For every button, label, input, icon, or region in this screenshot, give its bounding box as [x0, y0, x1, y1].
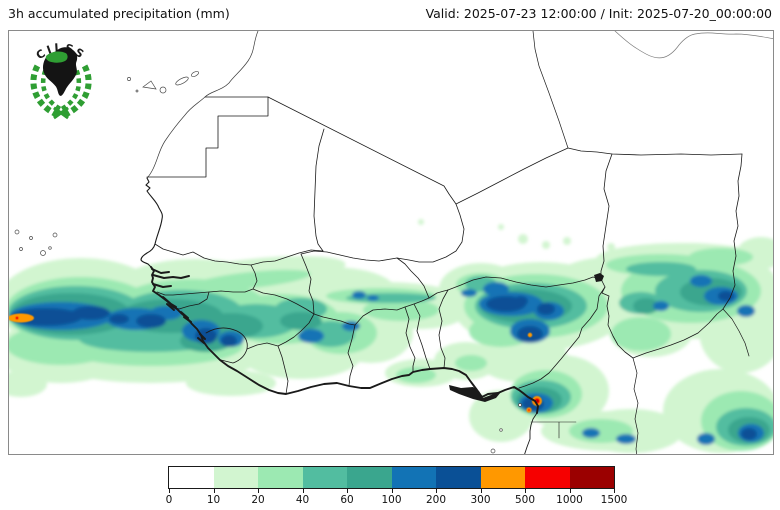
border-liberia-cotedivoire: [277, 345, 289, 395]
country-borders: [140, 31, 773, 454]
cape-verde-islands: [14, 229, 58, 256]
colorbar-tick: [436, 489, 437, 493]
border-cameroon-car: [632, 357, 639, 454]
colorbar-tick: [525, 489, 526, 493]
precip-200-300: [10, 291, 757, 440]
coastline-cameroon-gabon: [524, 412, 538, 454]
coastline-libya: [614, 31, 773, 59]
colorbar-tick: [614, 489, 615, 493]
border-guinea-bissau: [172, 291, 210, 310]
precip-500-1000-spot: [15, 316, 19, 320]
border-nigeria-cameroon: [518, 286, 606, 389]
niger-delta: [449, 385, 501, 402]
cilss-logo: CILSS: [30, 41, 92, 120]
colorbar-cell: [480, 467, 525, 488]
coastline-northwest: [146, 31, 259, 179]
islands: [14, 71, 522, 454]
border-mali-niger: [396, 203, 465, 263]
colorbar-tick: [213, 489, 215, 493]
border-mali-burkina-west: [300, 253, 315, 315]
colorbar-tick: [258, 489, 259, 493]
colorbar-tick-label: 100: [381, 494, 402, 506]
coastline-mauritania-senegal: [140, 177, 163, 268]
colorbar-cell: [391, 467, 436, 488]
precip-extremes: [9, 313, 542, 413]
colorbar-cell: [436, 467, 481, 488]
colorbar-cell: [169, 467, 214, 488]
gulf-islands: [490, 403, 522, 454]
border-car-sudan: [722, 308, 750, 357]
colorbar-tick-label: 1500: [600, 494, 628, 506]
border-algeria-mali: [267, 96, 457, 205]
colorbar-cell: [302, 467, 347, 488]
colorbar-tick-label: 0: [165, 494, 173, 506]
border-mali-cotedivoire: [313, 313, 356, 326]
colorbar-cell: [525, 467, 570, 488]
precipitation-layer: [9, 219, 773, 453]
colorbar-tick-label: 40: [295, 494, 310, 506]
border-cotedivoire-ghana: [347, 324, 356, 387]
page-title: 3h accumulated precipitation (mm): [8, 6, 230, 21]
colorbar-tick-label: 60: [340, 494, 354, 506]
precip-300-500-spot: [9, 313, 34, 323]
border-chad-sudan: [722, 153, 743, 310]
border-guinea-cotedivoire: [277, 313, 315, 347]
colorbar-tick-label: 200: [425, 494, 447, 506]
colorbar-cell: [347, 467, 392, 488]
border-guinea-mali: [252, 288, 315, 315]
lake-chad: [594, 273, 604, 282]
colorbar-tick: [480, 489, 482, 493]
colorbar-tick-label: 10: [206, 494, 221, 506]
colorbar-tick: [347, 489, 348, 493]
border-chad-car: [632, 308, 724, 359]
border-algeria-niger: [455, 147, 569, 205]
border-liberia-guinea: [246, 342, 279, 350]
colorbar-tick-label: 1000: [556, 494, 583, 506]
border-sierra-leone: [205, 327, 248, 364]
precip-500-1000-spot: [527, 408, 531, 412]
border-chad-cameroon: [600, 278, 634, 359]
border-benin-nigeria: [438, 289, 449, 369]
africa-silhouette-icon: [42, 47, 78, 96]
border-niger-chad: [600, 153, 613, 280]
colorbar-tick-label: 300: [470, 494, 491, 506]
colorbar: 0 10 20 40 60 100 200 300 500 1000 1500: [165, 466, 627, 508]
canary-islands: [127, 71, 200, 94]
map-frame: CILSS: [8, 30, 774, 455]
border-western-sahara: [146, 96, 269, 178]
border-burkina-niger: [396, 257, 430, 299]
valid-datetime: Valid: 2025-07-23 12:00:00 / Init: 2025-…: [425, 6, 772, 21]
border-algeria-libya: [532, 31, 569, 149]
border-togo-benin: [413, 303, 431, 370]
estuaries: [151, 268, 206, 344]
colorbar-tick: [302, 489, 304, 493]
colorbar-tick: [169, 489, 170, 493]
border-mali-burkina-north: [300, 250, 398, 262]
border-libya-chad: [567, 147, 743, 156]
border-senegal-mali-south: [156, 264, 258, 296]
precip-1000-1500-spot: [536, 399, 539, 403]
precip-300-500-spot: [527, 332, 533, 338]
colorbar-tick-label: 20: [251, 494, 265, 506]
colorbar-tick: [569, 489, 571, 493]
colorbar-scale: [168, 466, 615, 489]
border-niger-nigeria: [447, 276, 602, 291]
border-burkina-ghana: [354, 306, 406, 326]
colorbar-tick-label: 500: [514, 494, 536, 506]
colorbar-tick: [391, 489, 393, 493]
colorbar-cell: [213, 467, 258, 488]
map-canvas: [9, 31, 773, 454]
colorbar-cell: [258, 467, 303, 488]
border-senegal-river: [154, 243, 324, 266]
border-mauritania-mali: [313, 128, 325, 252]
border-ghana-togo: [404, 306, 416, 373]
border-eq-guinea: [530, 421, 577, 439]
colorbar-cell: [569, 467, 614, 488]
